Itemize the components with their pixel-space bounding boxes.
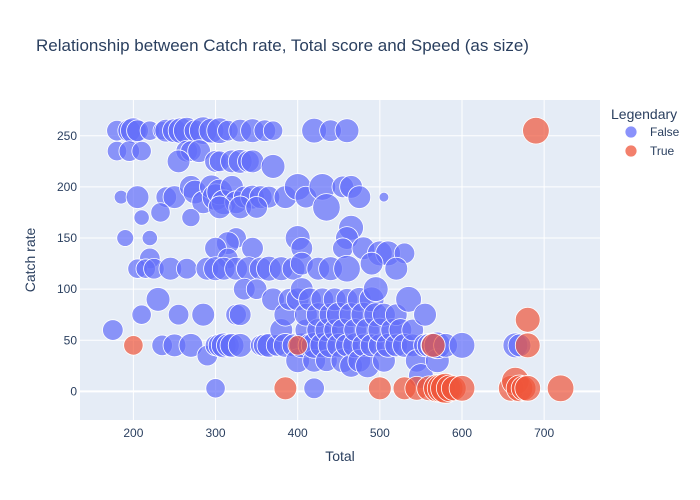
data-point-true (123, 335, 144, 356)
data-point-false (227, 333, 253, 358)
data-point-false (240, 149, 265, 174)
data-point-false (167, 303, 190, 326)
data-point-false (116, 229, 135, 247)
data-point-false (378, 191, 390, 203)
data-point-false (245, 278, 268, 300)
data-point-false (362, 276, 389, 302)
data-point-false (312, 193, 341, 222)
data-point-true (287, 335, 308, 356)
data-point-true (546, 374, 575, 403)
data-point-false (413, 302, 437, 327)
data-point-false (303, 377, 325, 400)
data-point-false (191, 302, 216, 327)
data-point-false (178, 333, 204, 358)
data-point-false (245, 196, 268, 219)
data-point-false (241, 236, 264, 260)
data-point-false (347, 185, 372, 209)
data-point-false (131, 304, 152, 325)
y-tick-label: 200 (57, 180, 77, 194)
data-points (102, 116, 575, 404)
legend: Legendary False True (611, 106, 680, 158)
x-axis-title: Total (325, 448, 355, 464)
legend-label-false: False (650, 125, 680, 139)
data-point-false (131, 140, 152, 162)
data-point-false (181, 208, 201, 228)
data-point-false (262, 120, 284, 141)
y-tick-label: 150 (57, 231, 77, 245)
x-tick-label: 600 (452, 426, 472, 440)
legend-marker-false (624, 125, 638, 139)
y-tick-label: 50 (64, 333, 78, 347)
legend-label-true: True (650, 144, 675, 158)
x-tick-label: 200 (123, 426, 143, 440)
legend-marker-true (624, 144, 638, 158)
data-point-true (514, 306, 541, 333)
data-point-false (359, 251, 384, 276)
data-point-true (273, 376, 298, 401)
y-tick-label: 100 (57, 282, 77, 296)
data-point-false (145, 287, 171, 312)
data-point-false (205, 378, 226, 399)
x-tick-label: 700 (534, 426, 554, 440)
data-point-false (384, 256, 409, 281)
data-point-false (334, 118, 360, 143)
x-tick-label: 400 (288, 426, 308, 440)
chart-title: Relationship between Catch rate, Total s… (36, 36, 529, 55)
data-point-false (141, 229, 158, 247)
data-point-false (260, 154, 286, 179)
data-point-true (514, 375, 541, 402)
tick-labels: 200 300 400 500 600 700 0 50 100 150 200 250 (57, 129, 555, 440)
data-point-false (176, 257, 198, 280)
data-point-false (125, 185, 150, 209)
legend-title: Legendary (611, 106, 677, 122)
x-tick-label: 300 (206, 426, 226, 440)
data-point-false (395, 286, 422, 313)
y-tick-label: 250 (57, 129, 77, 143)
data-point-false (150, 202, 171, 223)
data-point-true (448, 375, 476, 402)
data-point-false (448, 332, 476, 359)
data-point-false (401, 318, 424, 342)
data-point-true (514, 332, 541, 359)
data-point-false (187, 139, 211, 163)
data-point-false (133, 209, 150, 226)
data-point-false (102, 319, 124, 341)
y-axis-title: Catch rate (22, 227, 38, 292)
x-tick-label: 500 (370, 426, 390, 440)
data-point-true (420, 333, 446, 358)
data-point-false (166, 149, 191, 174)
data-point-false (333, 254, 361, 283)
data-point-false (228, 303, 252, 326)
data-point-false (207, 195, 232, 220)
data-point-true (368, 376, 392, 401)
data-point-true (522, 116, 550, 145)
y-tick-label: 0 (70, 384, 77, 398)
